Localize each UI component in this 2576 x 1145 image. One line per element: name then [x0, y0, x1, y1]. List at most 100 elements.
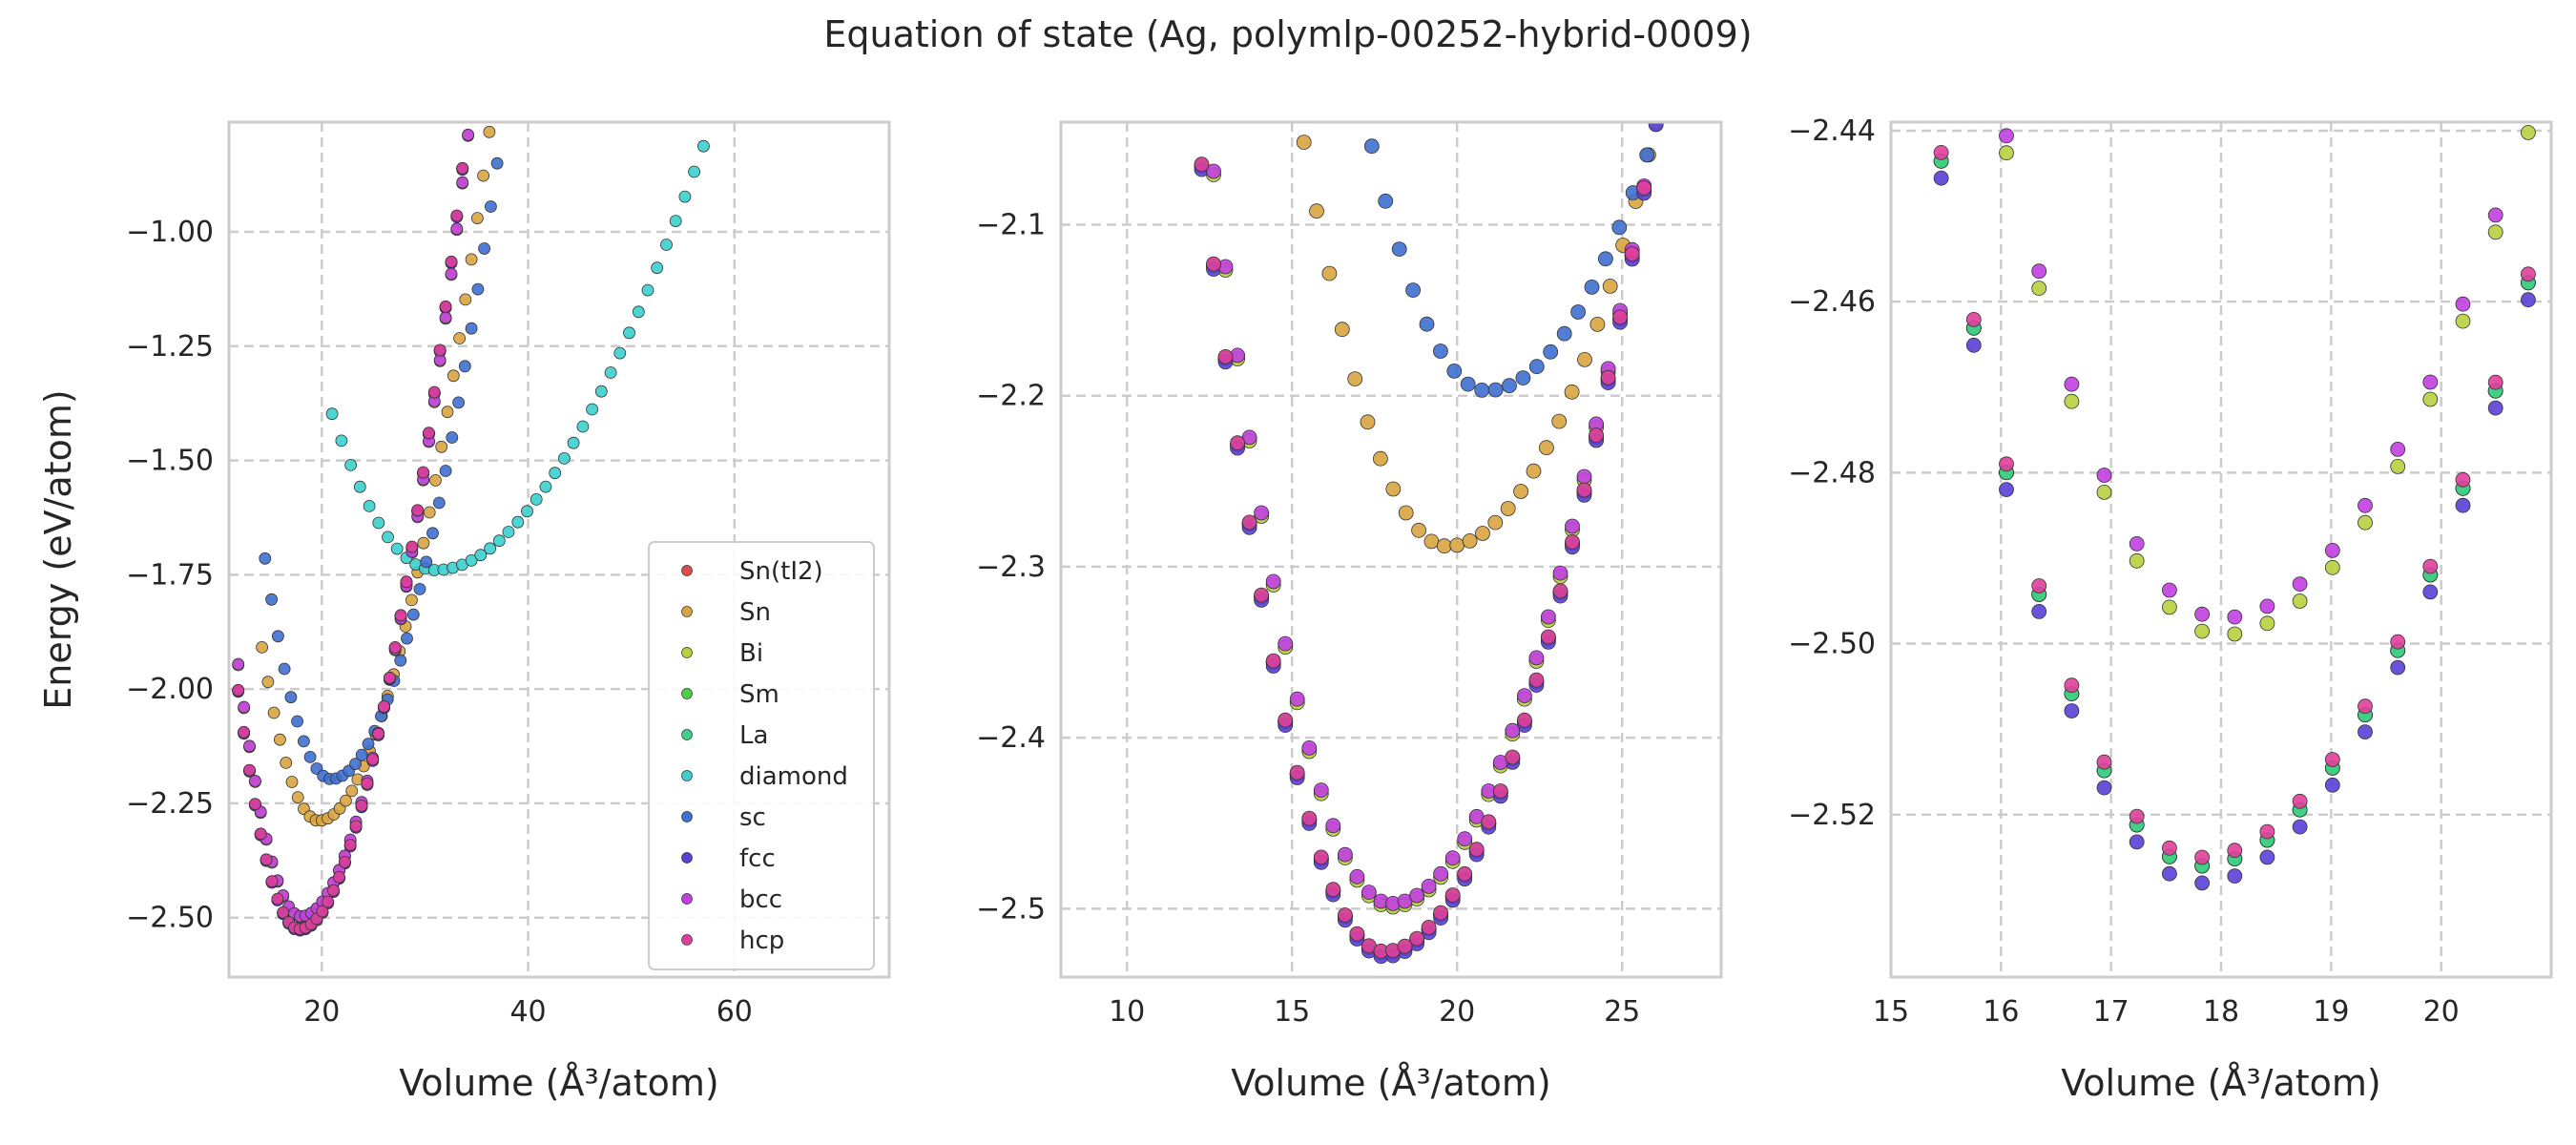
point-hcp — [1349, 926, 1365, 942]
legend-box — [648, 541, 875, 970]
point-hcp — [1421, 920, 1437, 935]
point-hcp — [400, 575, 413, 589]
point-hcp — [388, 641, 402, 654]
point-diamond — [576, 420, 590, 433]
legend-label: sc — [739, 803, 766, 832]
point-bcc — [1349, 868, 1365, 885]
point-bcc — [2096, 468, 2112, 483]
point-hcp — [248, 798, 261, 810]
point-bcc — [1433, 865, 1448, 882]
point-hcp — [1289, 764, 1305, 781]
point-bcc — [1999, 128, 2014, 144]
point-hcp — [378, 700, 390, 713]
point-fcc — [2064, 703, 2080, 718]
point-diamond — [669, 215, 682, 228]
point-hcp — [232, 683, 245, 697]
point-sn — [256, 641, 269, 654]
legend-marker — [681, 688, 693, 699]
point-bcc — [238, 700, 251, 714]
point-sn — [1398, 505, 1414, 521]
point-sn — [273, 733, 286, 746]
point-hcp — [450, 209, 464, 222]
grid — [1889, 122, 2551, 977]
point-fcc — [2520, 292, 2536, 308]
point-sn — [405, 593, 418, 607]
y-tick-label: −2.50 — [1788, 628, 1876, 661]
point-bcc — [2259, 598, 2275, 614]
point-hcp — [2390, 634, 2406, 650]
point-diamond — [586, 403, 598, 416]
point-sc — [413, 583, 426, 595]
point-hcp — [2455, 471, 2471, 488]
point-hcp — [1313, 849, 1329, 865]
point-diamond — [390, 542, 404, 555]
point-fcc — [2259, 849, 2275, 865]
point-bi — [2194, 623, 2211, 639]
legend-marker — [681, 565, 693, 576]
legend-label: diamond — [739, 762, 848, 791]
point-sc — [1433, 344, 1448, 359]
x-tick-label: 40 — [509, 995, 546, 1029]
point-bcc — [1565, 518, 1580, 534]
point-diamond — [604, 366, 617, 379]
point-hcp — [2358, 698, 2373, 715]
point-sn — [267, 706, 280, 719]
point-hcp — [439, 300, 452, 313]
point-fcc — [2227, 868, 2243, 884]
point-fcc — [1648, 122, 1664, 133]
point-hcp — [254, 827, 267, 841]
point-hcp — [1206, 256, 1221, 272]
point-sc — [1446, 363, 1463, 379]
point-diamond — [492, 534, 506, 548]
point-bi — [2390, 458, 2406, 474]
point-sc — [1570, 304, 1586, 320]
point-sn — [1360, 414, 1376, 430]
point-bcc — [1313, 782, 1329, 798]
point-bcc — [1457, 831, 1473, 847]
point-sn — [1462, 533, 1478, 549]
point-diamond — [613, 346, 627, 360]
point-bcc — [2422, 374, 2439, 390]
point-hcp — [260, 853, 273, 866]
point-hcp — [2096, 754, 2112, 770]
point-sn — [280, 757, 293, 769]
point-hcp — [1254, 587, 1269, 603]
x-tick-label: 10 — [1109, 995, 1145, 1029]
point-sc — [1543, 344, 1559, 360]
point-fcc — [2292, 819, 2308, 835]
point-diamond — [363, 500, 376, 512]
point-hcp — [456, 161, 469, 175]
point-bcc — [1505, 722, 1521, 739]
point-hcp — [1624, 246, 1640, 262]
point-hcp — [327, 884, 341, 897]
point-sc — [1515, 370, 1531, 386]
point-fcc — [1999, 482, 2014, 497]
point-sn — [1373, 450, 1388, 467]
point-hcp — [238, 725, 251, 739]
point-bi — [2358, 514, 2373, 531]
point-sn — [459, 293, 472, 306]
legend-marker — [681, 893, 693, 905]
point-hcp — [1397, 938, 1413, 954]
y-tick-label: −2.48 — [1788, 456, 1876, 489]
point-sc — [278, 662, 291, 676]
point-diamond — [353, 480, 366, 493]
point-hcp — [1194, 156, 1210, 173]
point-fcc — [2358, 724, 2373, 739]
data-points — [1194, 122, 1664, 965]
point-hcp — [1468, 842, 1485, 858]
point-hcp — [427, 385, 441, 399]
x-axis-label: Volume (Å³/atom) — [2061, 1062, 2381, 1104]
point-diamond — [660, 239, 673, 251]
point-sc — [271, 630, 284, 643]
point-diamond — [530, 493, 543, 506]
point-sc — [1419, 316, 1435, 332]
x-tick-label: 20 — [303, 995, 340, 1029]
point-sn — [1423, 533, 1440, 550]
point-sc — [303, 751, 317, 763]
x-tick-label: 16 — [1983, 995, 2019, 1029]
point-bcc — [2031, 263, 2047, 280]
point-sn — [435, 440, 448, 453]
point-sc — [432, 496, 446, 510]
point-diamond — [697, 139, 710, 153]
